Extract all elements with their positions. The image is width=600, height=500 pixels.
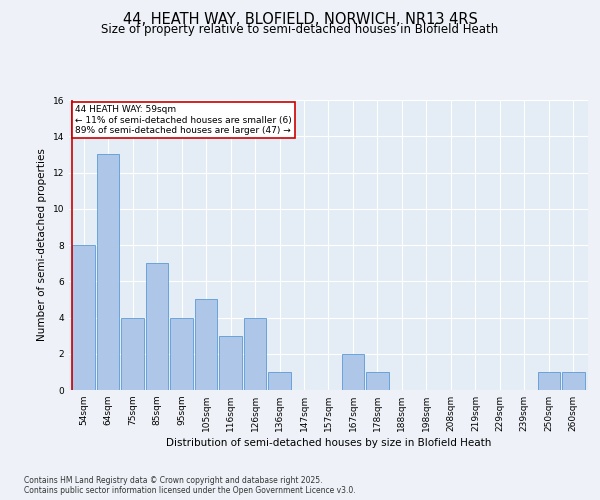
Bar [268, 372, 291, 390]
Bar [538, 372, 560, 390]
Bar [342, 354, 364, 390]
Bar [220, 336, 242, 390]
Text: Size of property relative to semi-detached houses in Blofield Heath: Size of property relative to semi-detach… [101, 22, 499, 36]
Text: 44, HEATH WAY, BLOFIELD, NORWICH, NR13 4RS: 44, HEATH WAY, BLOFIELD, NORWICH, NR13 4… [122, 12, 478, 28]
Bar [366, 372, 389, 390]
Bar [73, 245, 95, 390]
Bar [170, 318, 193, 390]
Y-axis label: Number of semi-detached properties: Number of semi-detached properties [37, 148, 47, 342]
X-axis label: Distribution of semi-detached houses by size in Blofield Heath: Distribution of semi-detached houses by … [166, 438, 491, 448]
Bar [121, 318, 144, 390]
Bar [244, 318, 266, 390]
Bar [97, 154, 119, 390]
Bar [146, 263, 169, 390]
Bar [562, 372, 584, 390]
Bar [195, 300, 217, 390]
Text: Contains HM Land Registry data © Crown copyright and database right 2025.
Contai: Contains HM Land Registry data © Crown c… [24, 476, 356, 495]
Text: 44 HEATH WAY: 59sqm
← 11% of semi-detached houses are smaller (6)
89% of semi-de: 44 HEATH WAY: 59sqm ← 11% of semi-detach… [76, 106, 292, 135]
